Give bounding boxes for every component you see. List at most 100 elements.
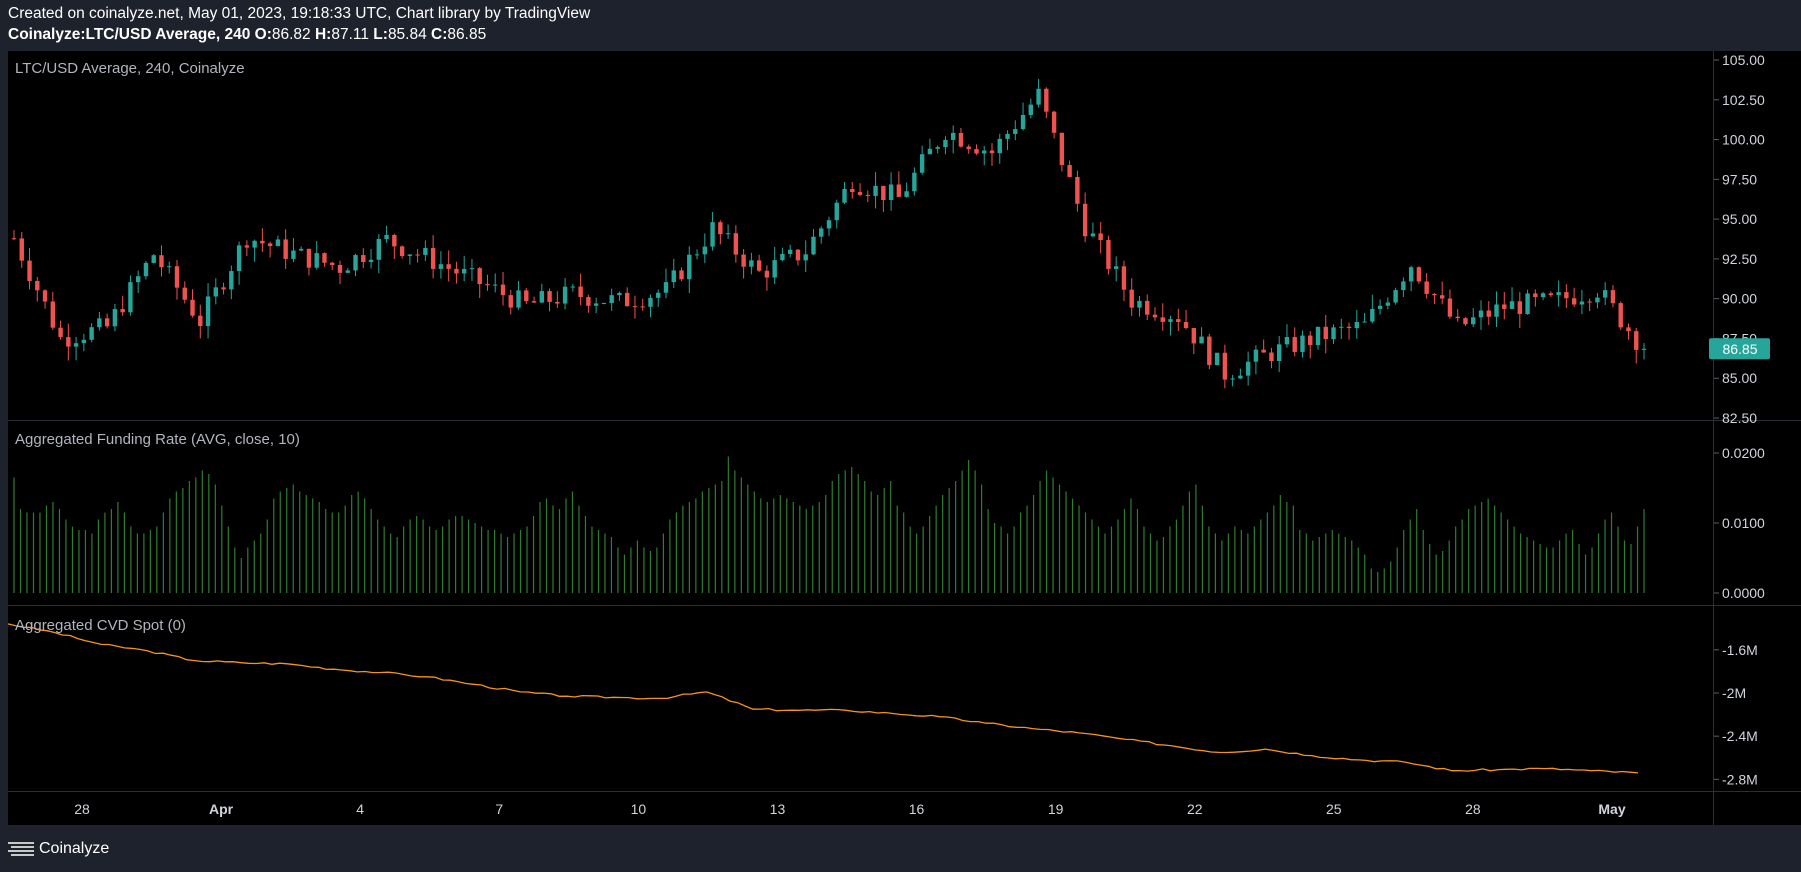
candle-body <box>221 287 226 290</box>
candle-body <box>609 295 614 303</box>
funding-pane[interactable]: Aggregated Funding Rate (AVG, close, 10)… <box>13 431 1765 601</box>
time-tick-label: 22 <box>1187 801 1203 817</box>
candle-body <box>873 185 878 196</box>
candle-body <box>1626 327 1631 332</box>
plot-area[interactable] <box>8 51 1714 825</box>
candle-body <box>1292 337 1297 353</box>
candle-body <box>1284 337 1290 345</box>
footer-brand[interactable]: Coinalyze <box>8 840 109 858</box>
candle-body <box>1502 304 1507 309</box>
cvd-tick-label: -2.8M <box>1722 771 1758 787</box>
candle-body <box>236 245 242 272</box>
candle-body <box>1137 300 1142 308</box>
candle-body <box>1362 321 1367 323</box>
time-tick-label: 19 <box>1048 801 1064 817</box>
time-tick-label: 28 <box>74 801 90 817</box>
candle-body <box>1191 328 1197 344</box>
candle-body <box>562 286 568 304</box>
candle-body <box>353 255 358 271</box>
candle-body <box>1067 165 1072 177</box>
candle-body <box>376 238 382 260</box>
candle-body <box>493 284 498 286</box>
candle-body <box>89 327 94 340</box>
candle-body <box>291 250 296 259</box>
funding-pane-title: Aggregated Funding Rate (AVG, close, 10) <box>15 431 300 448</box>
time-tick-label: 16 <box>909 801 925 817</box>
cvd-pane[interactable]: Aggregated CVD Spot (0) -1.6M -2M -2.4M -2.… <box>7 617 1758 787</box>
candle-body <box>516 290 521 308</box>
candle-body <box>384 234 389 239</box>
candle-body <box>1044 88 1049 112</box>
candle-body <box>446 264 451 269</box>
candle-body <box>1214 352 1220 366</box>
candle-body <box>725 233 731 235</box>
candle-body <box>989 150 995 154</box>
candle-body <box>749 260 754 267</box>
candle-body <box>260 240 265 244</box>
candle-body <box>11 238 17 240</box>
price-axis-ticks: 105.00102.50100.0097.5095.0092.5090.0087… <box>1714 52 1765 426</box>
candle-body <box>1199 336 1204 344</box>
candle-body <box>811 236 816 255</box>
last-price-value: 86.85 <box>1722 341 1757 357</box>
candle-body <box>151 255 156 263</box>
candle-body <box>283 239 288 259</box>
candle-body <box>81 339 87 344</box>
time-tick-label: May <box>1598 801 1625 817</box>
candle-body <box>244 245 250 248</box>
candle-body <box>66 337 71 347</box>
candle-body <box>842 189 847 203</box>
candle-body <box>1168 319 1173 322</box>
candle-body <box>764 270 770 278</box>
candle-body <box>780 253 785 261</box>
candle-body <box>555 301 560 304</box>
candle-body <box>733 233 739 255</box>
c-value: 86.85 <box>447 26 487 43</box>
candle-body <box>1253 349 1259 362</box>
candle-body <box>1385 302 1391 306</box>
candle-body <box>1269 352 1274 362</box>
candle-body <box>656 292 661 298</box>
menu-lines-icon <box>8 842 34 856</box>
candle-body <box>640 306 645 308</box>
candle-body <box>1222 352 1228 380</box>
candle-body <box>524 290 529 302</box>
cvd-tick-label: -1.6M <box>1722 642 1758 658</box>
candle-body <box>741 254 746 267</box>
time-tick-label: 28 <box>1465 801 1481 817</box>
candle-body <box>1323 326 1328 340</box>
candle-body <box>120 309 125 313</box>
cvd-tick-label: -2M <box>1722 685 1746 701</box>
candle-body <box>617 292 622 296</box>
last-price-badge: 86.85 <box>1709 338 1770 360</box>
candle-body <box>919 154 925 173</box>
candle-body <box>423 247 428 255</box>
candle-body <box>1145 300 1150 315</box>
candle-body <box>1370 308 1375 322</box>
candle-body <box>135 276 141 283</box>
candle-body <box>850 189 855 193</box>
candle-body <box>1098 233 1103 241</box>
candle-body <box>1494 304 1499 317</box>
funding-tick-label: 0.0100 <box>1722 515 1765 531</box>
price-tick-label: 95.00 <box>1722 211 1757 227</box>
candle-body <box>570 286 576 288</box>
o-value: 86.82 <box>271 26 311 43</box>
candle-body <box>1276 344 1282 362</box>
candle-body <box>632 306 638 308</box>
candle-body <box>927 148 933 155</box>
candle-body <box>1401 281 1406 291</box>
price-tick-label: 82.50 <box>1722 410 1757 426</box>
candle-body <box>1471 317 1476 325</box>
candle-body <box>1587 301 1592 303</box>
price-tick-label: 100.00 <box>1722 132 1765 148</box>
candle-body <box>997 138 1002 154</box>
price-pane[interactable]: LTC/USD Average, 240, Coinalyze 105.00 10… <box>11 52 1770 426</box>
candle-body <box>42 290 48 302</box>
candle-body <box>1346 326 1352 329</box>
candle-body <box>1005 133 1010 139</box>
candle-body <box>826 220 832 229</box>
candle-body <box>19 238 24 261</box>
candle-body <box>1261 349 1266 353</box>
